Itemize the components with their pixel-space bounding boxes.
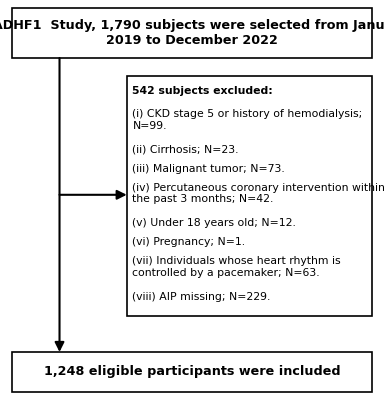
Bar xyxy=(127,76,372,316)
Bar xyxy=(12,352,372,392)
Text: (v) Under 18 years old; N=12.: (v) Under 18 years old; N=12. xyxy=(132,218,296,228)
Text: (i) CKD stage 5 or history of hemodialysis;
N=99.: (i) CKD stage 5 or history of hemodialys… xyxy=(132,109,363,131)
Text: (viii) AIP missing; N=229.: (viii) AIP missing; N=229. xyxy=(132,292,271,302)
Text: 1,248 eligible participants were included: 1,248 eligible participants were include… xyxy=(44,366,340,378)
Text: (ii) Cirrhosis; N=23.: (ii) Cirrhosis; N=23. xyxy=(132,144,239,154)
Text: (iii) Malignant tumor; N=73.: (iii) Malignant tumor; N=73. xyxy=(132,164,285,174)
Text: (vii) Individuals whose heart rhythm is
controlled by a pacemaker; N=63.: (vii) Individuals whose heart rhythm is … xyxy=(132,256,341,278)
Text: JX-ADHF1  Study, 1,790 subjects were selected from January
2019 to December 2022: JX-ADHF1 Study, 1,790 subjects were sele… xyxy=(0,19,384,47)
Text: (vi) Pregnancy; N=1.: (vi) Pregnancy; N=1. xyxy=(132,237,246,247)
Bar xyxy=(12,8,372,58)
Text: 542 subjects excluded:: 542 subjects excluded: xyxy=(132,86,273,96)
Text: (iv) Percutaneous coronary intervention within
the past 3 months; N=42.: (iv) Percutaneous coronary intervention … xyxy=(132,183,384,204)
